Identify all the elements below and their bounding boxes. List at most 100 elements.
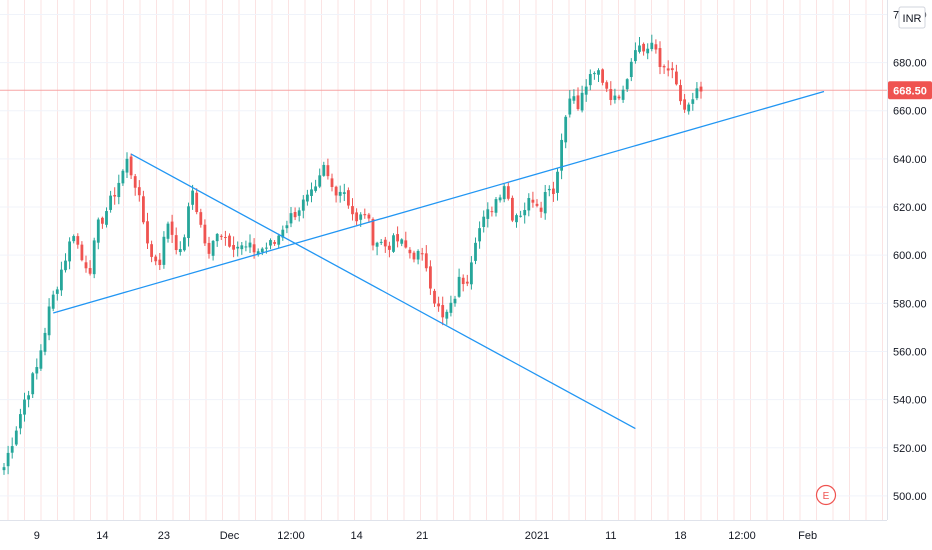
candle-body	[117, 182, 121, 198]
candle-body	[183, 237, 186, 251]
candlestick-series	[2, 34, 703, 475]
y-tick-label: 660.00	[893, 106, 927, 118]
candle-body	[564, 116, 568, 143]
candle-body	[158, 259, 162, 266]
candle-body	[695, 88, 699, 99]
x-tick-label: 14	[96, 530, 108, 542]
currency-badge[interactable]: INR	[898, 6, 926, 29]
candle-body	[531, 199, 535, 203]
candle-body	[441, 305, 445, 318]
candle-body	[133, 176, 137, 188]
candle-body	[269, 240, 272, 246]
candle-body	[687, 104, 691, 112]
candle-body	[675, 71, 678, 85]
candle-body	[248, 242, 252, 248]
candle-body	[519, 215, 522, 217]
candle-body	[2, 467, 6, 471]
candle-body	[47, 306, 51, 336]
candle-body	[170, 221, 174, 235]
candle-body	[654, 44, 658, 50]
candle-body	[150, 244, 153, 257]
candle-body	[371, 219, 375, 246]
candle-body	[605, 82, 609, 89]
x-tick-label: 21	[416, 530, 428, 542]
candle-body	[23, 399, 26, 415]
candle-body	[355, 212, 358, 222]
candle-body	[457, 276, 461, 297]
candle-body	[498, 197, 502, 201]
candle-body	[265, 247, 268, 249]
candle-body	[31, 373, 35, 395]
trendline[interactable]	[130, 153, 636, 430]
trendlines[interactable]	[53, 90, 825, 430]
candle-body	[334, 186, 338, 196]
candle-body	[658, 48, 662, 68]
candle-body	[162, 236, 166, 265]
candle-body	[543, 192, 547, 214]
candle-body	[281, 229, 285, 238]
y-tick-label: 500.00	[893, 491, 927, 503]
candle-body	[642, 43, 645, 52]
candle-body	[609, 89, 613, 100]
x-tick-label: 23	[158, 530, 170, 542]
x-tick-label: 9	[34, 530, 40, 542]
candle-body	[539, 207, 543, 212]
candle-body	[306, 194, 309, 202]
candle-body	[470, 262, 473, 285]
candle-body	[215, 233, 219, 242]
candle-body	[14, 430, 18, 445]
x-axis[interactable]: 9 14 23 Dec 12:00 14 21 2021 11 18 12:00 Feb	[34, 530, 817, 542]
chart-grid	[0, 0, 887, 520]
candle-body	[511, 197, 514, 221]
candle-body	[326, 165, 330, 177]
candle-body	[121, 170, 125, 184]
candle-body	[72, 236, 76, 242]
candle-body	[318, 175, 322, 187]
candle-body	[638, 45, 641, 52]
y-tick-label: 540.00	[893, 395, 927, 407]
candle-body	[572, 96, 576, 101]
trendline[interactable]	[53, 90, 825, 314]
candle-body	[244, 246, 248, 248]
candle-body	[236, 246, 240, 249]
candle-body	[142, 196, 145, 223]
candle-body	[437, 303, 440, 307]
y-tick-label: 640.00	[893, 154, 927, 166]
candle-body	[219, 235, 223, 237]
y-tick-label: 580.00	[893, 298, 927, 310]
candle-body	[174, 235, 178, 251]
candle-body	[314, 186, 317, 191]
x-tick-label: 12:00	[728, 530, 756, 542]
candle-body	[301, 199, 305, 211]
candle-body	[68, 241, 71, 262]
candle-body	[568, 98, 572, 115]
candle-body	[252, 244, 256, 253]
candle-body	[330, 178, 334, 187]
candle-body	[322, 164, 326, 176]
candle-body	[461, 277, 465, 285]
candle-body	[285, 225, 289, 229]
candle-body	[396, 234, 399, 242]
earnings-marker[interactable]: E	[815, 484, 837, 506]
candle-body	[416, 250, 420, 260]
candle-body	[593, 73, 596, 75]
candle-body	[617, 96, 621, 99]
candle-body	[666, 68, 670, 71]
candle-body	[523, 209, 527, 216]
candle-body	[178, 249, 182, 253]
candle-body	[19, 414, 22, 429]
candle-body	[224, 237, 227, 239]
candle-body	[191, 190, 194, 205]
x-tick-label: 11	[605, 530, 616, 542]
candle-body	[146, 221, 149, 244]
candle-body	[76, 236, 80, 245]
candle-body	[629, 61, 633, 78]
candle-body	[429, 266, 432, 289]
candle-body	[490, 211, 494, 213]
candle-body	[35, 367, 39, 374]
earnings-icon: E	[823, 491, 830, 502]
candle-body	[621, 89, 625, 100]
candle-body	[101, 217, 104, 224]
candle-body	[400, 239, 404, 244]
